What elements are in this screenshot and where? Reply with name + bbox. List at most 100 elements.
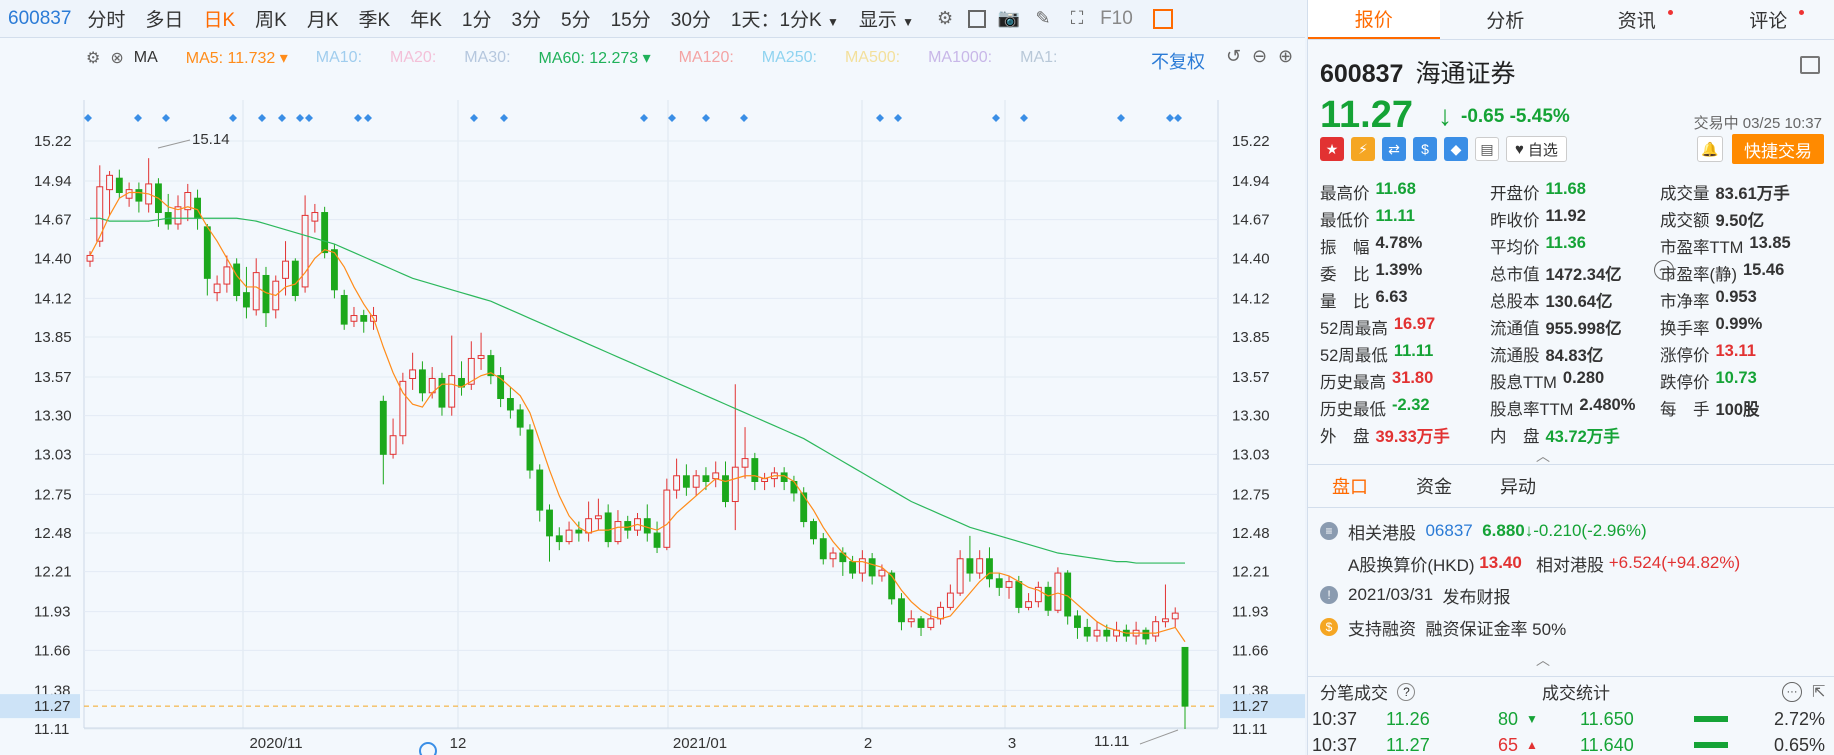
candle-body: [282, 260, 289, 279]
zoom-out-icon[interactable]: ⊖: [1252, 46, 1268, 66]
ma-close-icon[interactable]: ⊗: [110, 50, 124, 67]
ma1-legend[interactable]: MA1:: [1020, 49, 1058, 66]
period-tab-9[interactable]: 5分: [561, 10, 591, 31]
event-marker-icon: [84, 114, 92, 122]
layout-icon[interactable]: [968, 9, 987, 28]
candle-body: [995, 578, 1003, 588]
document-icon[interactable]: ▤: [1475, 137, 1499, 161]
ma-settings-icon[interactable]: ⚙: [86, 50, 101, 67]
period-tab-5[interactable]: 季K: [358, 10, 391, 31]
stat-value: 9.50亿: [1715, 211, 1765, 230]
ma60-legend[interactable]: MA60: 12.273 ▾: [538, 50, 651, 67]
trade-time: 10:37: [1312, 708, 1358, 729]
tab-capital[interactable]: 资金: [1416, 477, 1452, 497]
connect-icon[interactable]: ⇄: [1382, 137, 1406, 161]
list-icon[interactable]: [1800, 56, 1820, 74]
candle-body: [653, 532, 661, 548]
stat-value: 15.46: [1743, 260, 1785, 279]
event-marker-icon: [992, 114, 1000, 122]
toolbar-stock-code[interactable]: 600837: [8, 7, 72, 29]
collapse-stats-icon[interactable]: ︿: [1536, 448, 1550, 464]
ma250-legend[interactable]: MA250:: [761, 49, 817, 66]
settings-icon[interactable]: ⚙: [936, 8, 954, 28]
collapse-info-icon[interactable]: ︿: [1536, 652, 1550, 668]
ah-conversion-row: A股换算价(HKD) 13.40 相对港股 +6.524(+94.82%): [1348, 553, 1741, 575]
ma5-legend[interactable]: MA5: 11.732 ▾: [185, 50, 288, 67]
tab-quote[interactable]: 报价: [1308, 0, 1440, 39]
ma500-legend[interactable]: MA500:: [844, 49, 901, 66]
period-tab-10[interactable]: 15分: [610, 10, 651, 31]
trade-time: 10:37: [1312, 734, 1358, 755]
stat-value: 84.83亿: [1545, 346, 1604, 365]
zoom-in-icon[interactable]: ⊕: [1278, 46, 1294, 66]
heart-icon: ♥: [1515, 140, 1524, 158]
period-tab-3[interactable]: 周K: [255, 10, 287, 31]
period-tab-4[interactable]: 月K: [306, 10, 339, 31]
period-tab-2[interactable]: 日K: [203, 10, 236, 31]
high-annotation: 15.14: [192, 131, 230, 148]
expand-icon[interactable]: ⇱: [1812, 683, 1826, 701]
ma-label[interactable]: MA: [133, 49, 158, 66]
candle-body: [594, 515, 602, 520]
bell-icon[interactable]: 🔔: [1697, 136, 1723, 162]
ma120-legend[interactable]: MA120:: [678, 49, 734, 66]
tab-news[interactable]: 资讯: [1571, 0, 1703, 39]
candle-body: [751, 458, 759, 482]
stat-value: 13.11: [1715, 341, 1756, 360]
x-tick-label: 2021/01: [673, 735, 727, 752]
ma1000-legend[interactable]: MA1000:: [928, 49, 993, 66]
panel-toggle-icon[interactable]: [1152, 8, 1173, 29]
report-row[interactable]: ! 2021/03/31 发布财报: [1320, 579, 1830, 611]
stat-value: 0.953: [1715, 287, 1757, 306]
period-tab-11[interactable]: 30分: [670, 10, 711, 31]
fullscreen-icon[interactable]: ⛶: [1070, 8, 1084, 28]
dollar-icon[interactable]: $: [1413, 137, 1437, 161]
tab-anomaly[interactable]: 异动: [1500, 477, 1536, 497]
candle-body: [184, 192, 192, 211]
stat-label: 每 手: [1660, 400, 1710, 419]
adjust-toggle[interactable]: 不复权: [1151, 52, 1205, 72]
ma10-legend[interactable]: MA10:: [315, 49, 363, 66]
stats-row: 委 比 1.39% 总市值 1472.34亿 市盈率(静) 15.46: [1320, 259, 1830, 286]
period-tab-7[interactable]: 1分: [461, 10, 492, 31]
ma30-legend[interactable]: MA30:: [464, 49, 511, 66]
candle-body: [819, 538, 827, 560]
help-icon[interactable]: ?: [1397, 682, 1416, 701]
period-tab-8[interactable]: 3分: [511, 10, 542, 31]
f10-button[interactable]: F10: [1100, 7, 1133, 29]
candle-body: [1015, 581, 1023, 608]
y-tick-left: 12.75: [34, 486, 72, 503]
event-marker-icon: [258, 114, 266, 122]
candle-body: [340, 295, 348, 325]
hk-stock-row[interactable]: ≡ 相关港股 06837 6.880 ↓ -0.210(-2.96%): [1320, 515, 1830, 547]
stat-value: 6.63: [1375, 287, 1408, 306]
reset-icon[interactable]: ↺: [1226, 46, 1242, 66]
tab-orderbook[interactable]: 盘口: [1332, 477, 1368, 497]
tag-icon[interactable]: ◆: [1444, 137, 1468, 161]
draw-icon[interactable]: ✎: [1035, 8, 1051, 28]
display-select[interactable]: 显示 ▼: [858, 10, 915, 31]
ma20-legend[interactable]: MA20:: [390, 49, 437, 66]
period-select[interactable]: 1天：1分K ▼: [730, 10, 839, 31]
period-tab-0[interactable]: 分时: [87, 10, 126, 31]
y-tick-right: 12.48: [1232, 525, 1270, 542]
period-tab-1[interactable]: 多日: [145, 10, 184, 31]
candle-body: [233, 263, 241, 297]
stat-value: 10.73: [1715, 368, 1757, 387]
tab-analysis[interactable]: 分析: [1486, 11, 1525, 32]
more-options-icon[interactable]: ···: [1782, 681, 1802, 702]
stat-cell: 历史最高 31.80: [1320, 369, 1490, 393]
more-icon[interactable]: ···: [1654, 260, 1674, 280]
kline-chart[interactable]: 15.22 15.22 14.94 14.94 14.67 14.67 14.40 14.40…: [0, 38, 1305, 755]
china-flag-icon[interactable]: ★: [1320, 137, 1344, 161]
candle-body: [692, 475, 700, 488]
stats-grid: 最高价 11.68 开盘价 11.68 成交量 83.61万手 最低价 11.11 昨收价 11.…: [1320, 178, 1830, 448]
camera-icon[interactable]: 📷: [997, 8, 1021, 28]
lightning-icon[interactable]: ⚡: [1351, 137, 1375, 161]
add-favorite-button[interactable]: ♥ 自选: [1506, 136, 1567, 162]
layers-icon: ≡: [1320, 522, 1338, 540]
stat-label: 总股本: [1490, 292, 1540, 311]
period-tab-6[interactable]: 年K: [410, 10, 442, 31]
quick-trade-button[interactable]: 快捷交易: [1732, 134, 1824, 164]
tab-comments[interactable]: 评论: [1703, 0, 1834, 39]
